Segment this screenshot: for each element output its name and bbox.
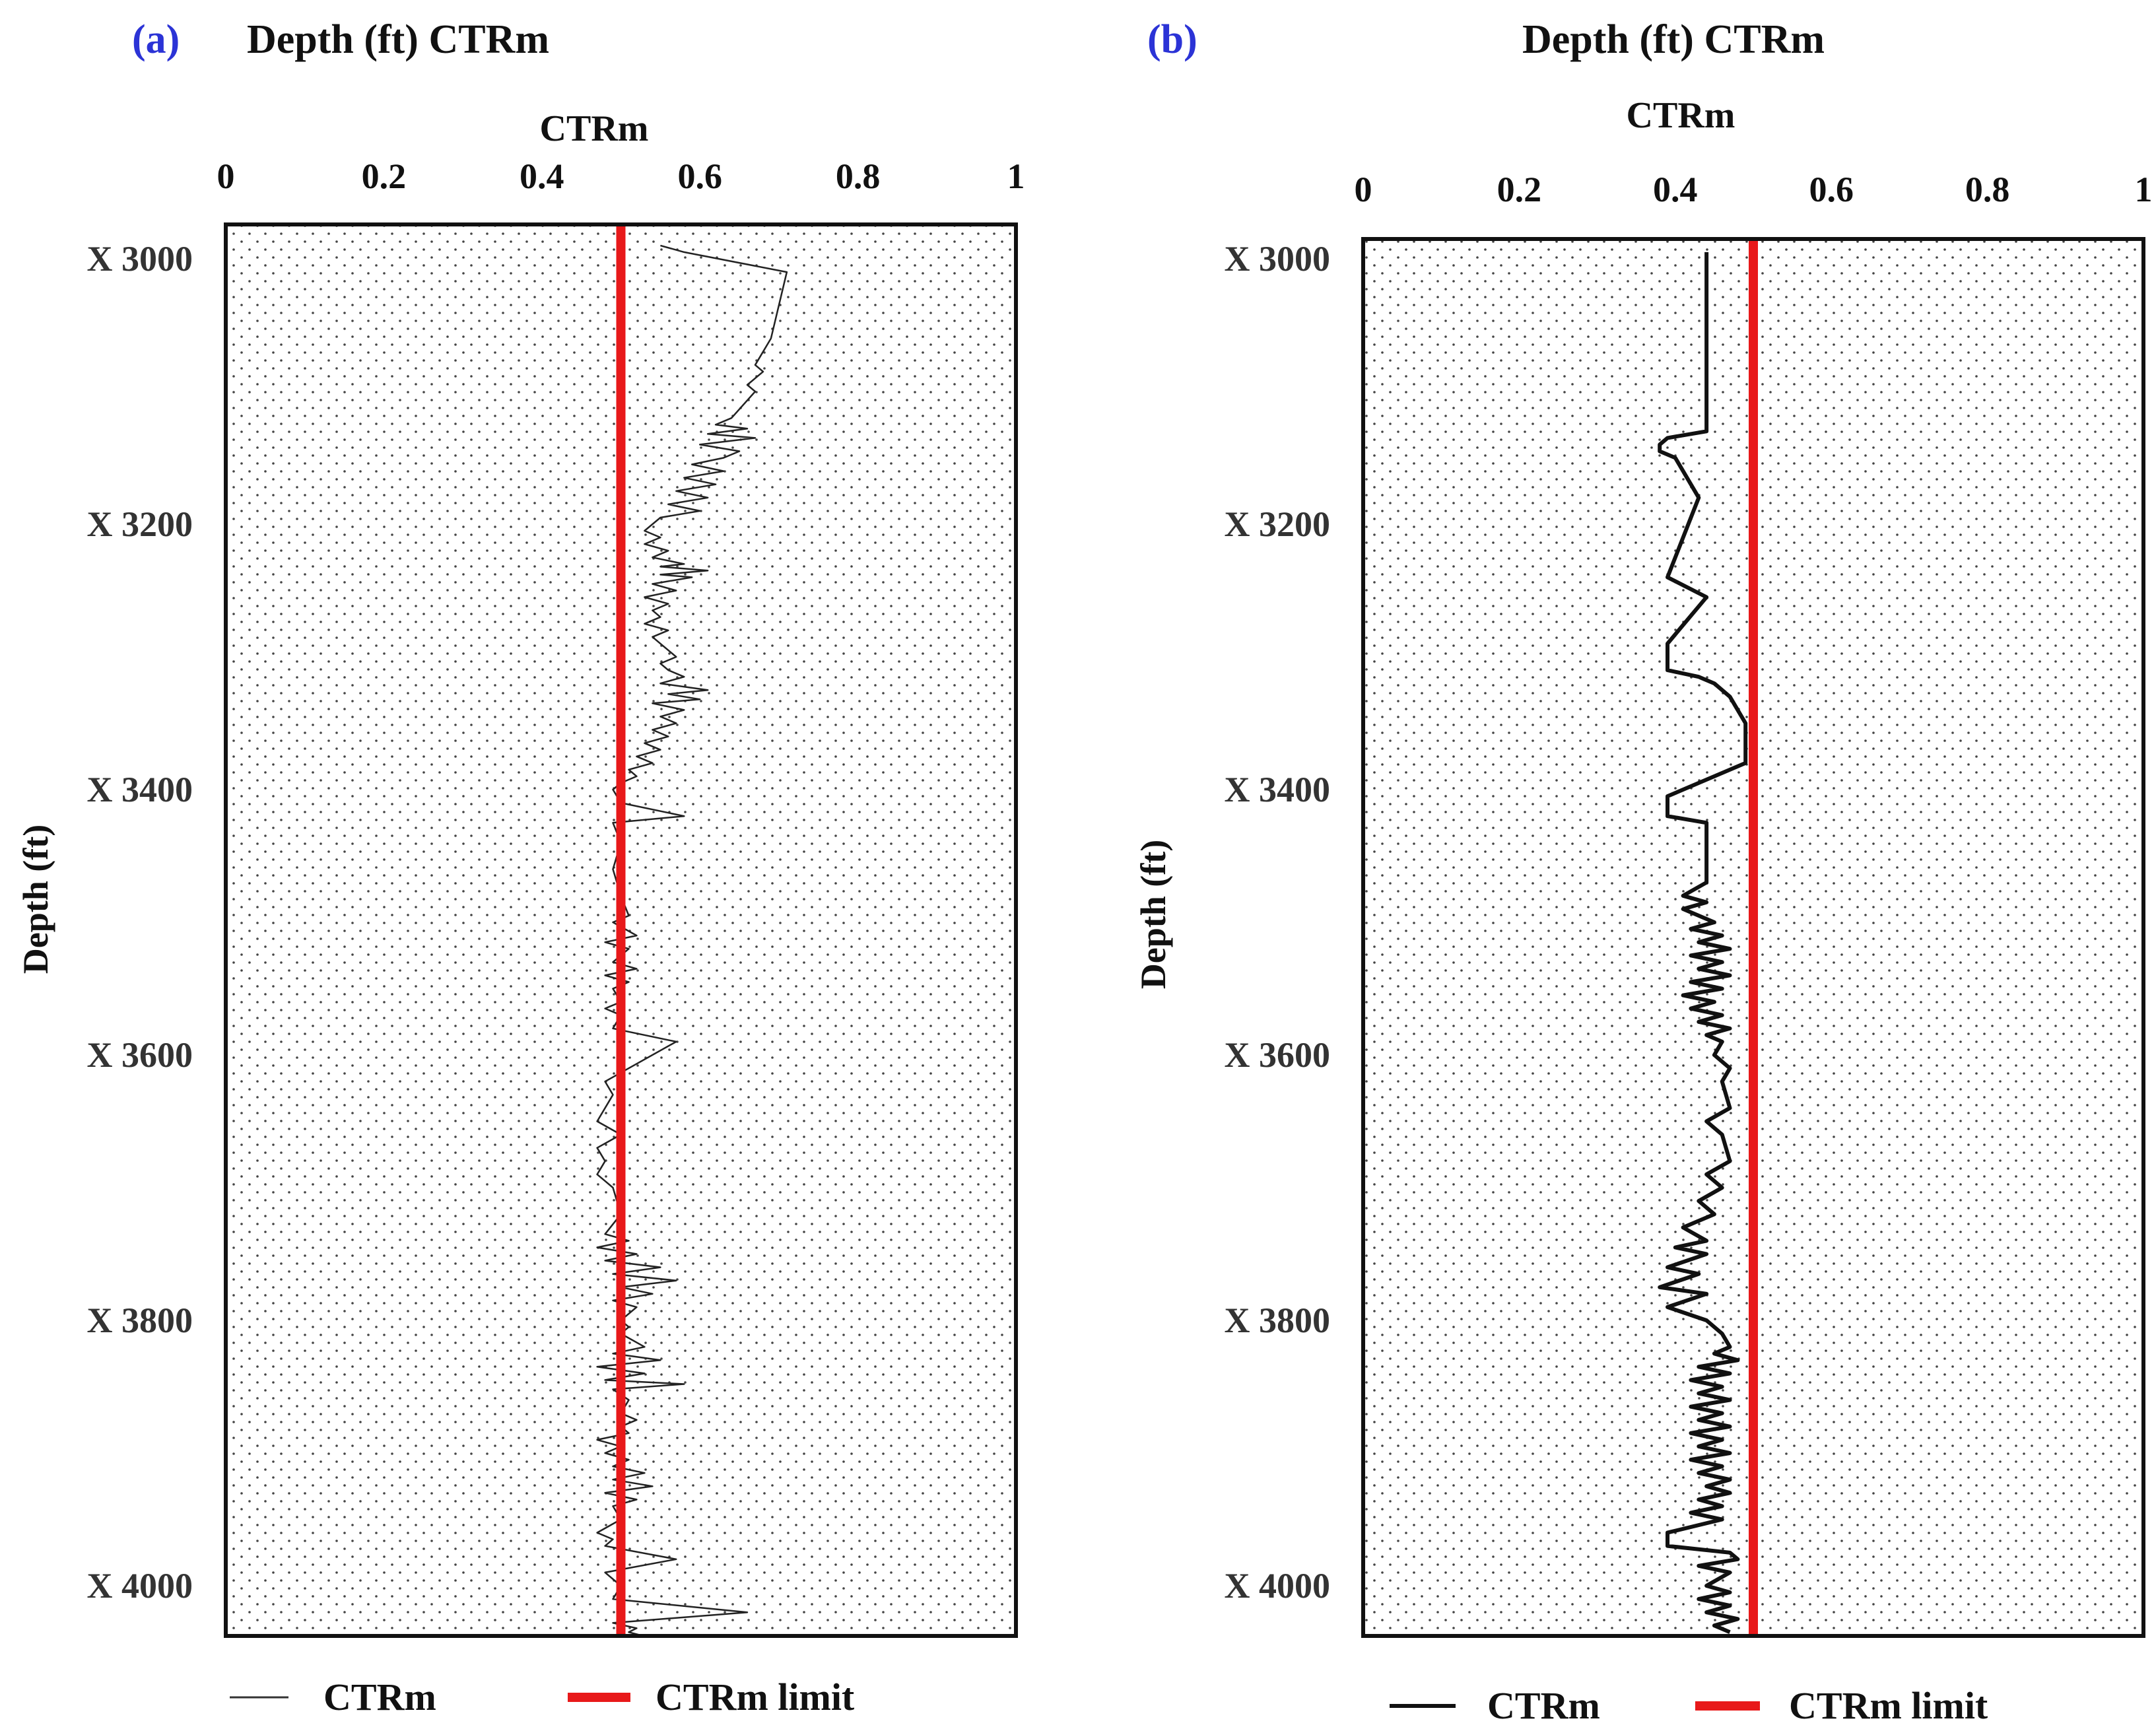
panel-b: (b) Depth (ft) CTRm CTRm Depth (ft) 0 0.2… [1133,17,2153,1727]
x-tick-label: 1 [2135,170,2153,209]
panel-a: (a) Depth (ft) CTRm CTRm Depth (ft) 0 0.2… [16,17,1025,1718]
x-tick-labels: 0 0.2 0.4 0.6 0.8 1 [217,156,1025,196]
y-axis-title: Depth (ft) [16,825,55,974]
y-tick-label: X 3200 [1225,504,1331,544]
y-tick-label: X 4000 [87,1566,193,1606]
y-tick-label: X 3600 [1225,1035,1331,1075]
y-axis-title: Depth (ft) [1133,840,1173,989]
x-tick-label: 0.8 [1965,170,2010,209]
legend-limit-label: CTRm limit [1789,1684,1988,1727]
x-tick-label: 0 [1355,170,1372,209]
legend: CTRm CTRm limit [230,1676,855,1718]
legend-ctrm-label: CTRm [323,1676,436,1718]
x-tick-label: 0.6 [1809,170,1854,209]
panel-label: (b) [1147,17,1197,62]
y-tick-label: X 3800 [87,1301,193,1340]
x-tick-label: 0.2 [362,156,407,196]
legend-limit-label: CTRm limit [656,1676,855,1718]
ctrm-series-line [1658,252,1748,1635]
y-tick-label: X 3600 [87,1035,193,1075]
y-tick-label: X 3400 [87,770,193,809]
legend: CTRm CTRm limit [1390,1684,1988,1727]
x-tick-label: 0 [217,156,235,196]
y-tick-labels: X 3000 X 3200 X 3400 X 3600 X 3800 X 4000 [87,239,193,1606]
x-axis-title: CTRm [540,108,649,149]
x-tick-label: 0.4 [520,156,564,196]
y-tick-label: X 4000 [1225,1566,1331,1606]
panel-title: Depth (ft) CTRm [1522,17,1825,62]
legend-ctrm-label: CTRm [1487,1684,1600,1727]
x-tick-label: 0.2 [1497,170,1542,209]
y-tick-label: X 3000 [1225,239,1331,279]
panel-title: Depth (ft) CTRm [247,17,549,62]
x-tick-label: 0.4 [1653,170,1698,209]
y-tick-labels: X 3000 X 3200 X 3400 X 3600 X 3800 X 4000 [1225,239,1331,1606]
panel-label: (a) [132,17,180,62]
y-tick-label: X 3400 [1225,770,1331,809]
x-tick-label: 0.6 [677,156,722,196]
x-axis-title: CTRm [1627,95,1735,136]
x-tick-label: 1 [1007,156,1025,196]
plot-frame [1361,237,2145,1638]
plot-frame [224,222,1018,1638]
x-tick-labels: 0 0.2 0.4 0.6 0.8 1 [1355,170,2153,209]
y-tick-label: X 3000 [87,239,193,279]
y-tick-label: X 3200 [87,504,193,544]
y-tick-label: X 3800 [1225,1301,1331,1340]
x-tick-label: 0.8 [836,156,881,196]
